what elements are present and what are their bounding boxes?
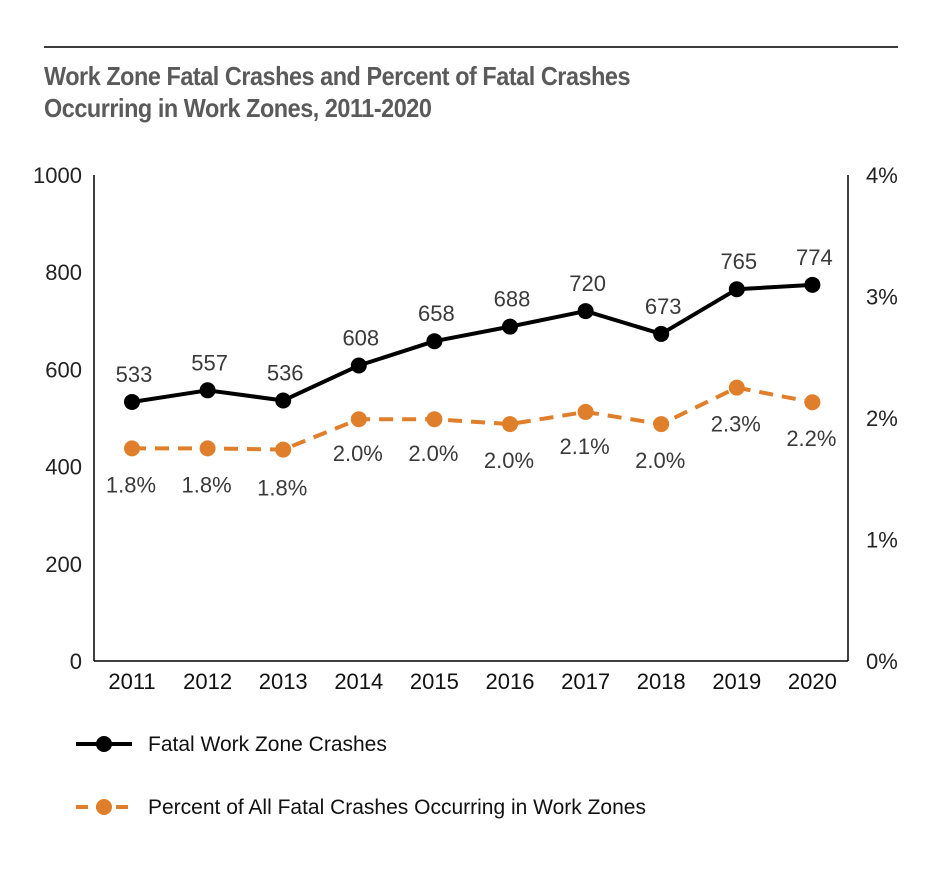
x-tick-label: 2016	[486, 669, 535, 694]
y-tick-label-right: 2%	[866, 406, 898, 431]
x-tick-label: 2019	[712, 669, 761, 694]
crashes-data-label: 765	[720, 249, 757, 274]
top-rule	[44, 46, 898, 48]
legend-label-crashes: Fatal Work Zone Crashes	[148, 733, 387, 756]
crashes-point	[199, 382, 216, 399]
percent-point	[577, 403, 594, 420]
y-tick-label-left: 0	[70, 649, 82, 674]
crashes-data-label: 557	[191, 350, 228, 375]
x-tick-label: 2018	[637, 669, 686, 694]
x-tick-label: 2012	[183, 669, 232, 694]
y-tick-label-right: 0%	[866, 649, 898, 674]
percent-point	[124, 440, 140, 457]
crashes-data-label: 688	[494, 287, 531, 312]
percent-point	[350, 411, 367, 428]
y-tick-label-right: 1%	[866, 528, 898, 553]
y-tick-label-left: 1000	[33, 163, 82, 188]
series-line-percent	[132, 385, 813, 452]
crashes-data-label: 533	[116, 362, 153, 387]
y-tick-label-left: 600	[45, 357, 82, 382]
crashes-point	[577, 303, 594, 320]
percent-data-label: 1.8%	[257, 476, 307, 501]
crashes-point	[804, 276, 821, 293]
percent-data-label: 2.0%	[408, 441, 458, 466]
percent-point	[804, 394, 821, 411]
percent-data-label: 1.8%	[106, 472, 156, 497]
x-tick-label: 2015	[410, 669, 459, 694]
chart-title: Work Zone Fatal Crashes and Percent of F…	[44, 60, 800, 124]
x-tick-label: 2017	[561, 669, 610, 694]
y-tick-label-left: 200	[45, 552, 82, 577]
crashes-data-label: 720	[569, 271, 606, 296]
percent-point	[653, 416, 670, 433]
crashes-point	[350, 357, 367, 374]
crashes-point	[124, 393, 140, 410]
percent-point	[199, 440, 216, 457]
series-line-crashes	[131, 282, 813, 404]
crashes-data-label: 536	[267, 361, 304, 386]
percent-data-label: 2.3%	[711, 412, 761, 437]
percent-point	[728, 379, 745, 396]
crashes-data-label: 774	[796, 245, 833, 270]
y-tick-label-left: 800	[45, 260, 82, 285]
chart-title-line-1: Work Zone Fatal Crashes and Percent of F…	[44, 61, 631, 91]
percent-point	[502, 416, 518, 433]
y-tick-label-left: 400	[45, 455, 82, 480]
crashes-data-label: 658	[418, 301, 455, 326]
y-tick-label-right: 3%	[866, 285, 898, 310]
crashes-point	[728, 281, 745, 298]
x-tick-label: 2020	[788, 669, 837, 694]
percent-data-label: 2.0%	[484, 448, 534, 473]
crashes-point	[275, 392, 292, 409]
percent-data-label: 2.0%	[635, 448, 685, 473]
y-tick-label-right: 4%	[866, 163, 898, 188]
legend-swatch-crashes-marker	[96, 736, 112, 752]
percent-point	[426, 411, 443, 428]
legend-swatch-percent-marker	[96, 799, 112, 815]
crashes-point	[653, 325, 670, 342]
percent-data-label: 2.2%	[786, 426, 836, 451]
crashes-data-label: 673	[645, 294, 682, 319]
percent-data-label: 2.1%	[560, 434, 610, 459]
crashes-data-label: 608	[342, 326, 379, 351]
x-tick-label: 2013	[259, 669, 308, 694]
percent-point	[275, 441, 292, 458]
chart-title-line-2: Occurring in Work Zones, 2011-2020	[44, 93, 432, 123]
x-tick-label: 2011	[108, 669, 155, 694]
x-tick-label: 2014	[334, 669, 383, 694]
crashes-point	[426, 333, 443, 350]
crashes-point	[502, 318, 518, 335]
percent-data-label: 2.0%	[333, 441, 383, 466]
percent-data-label: 1.8%	[182, 472, 232, 497]
legend-label-percent: Percent of All Fatal Crashes Occurring i…	[148, 796, 646, 819]
